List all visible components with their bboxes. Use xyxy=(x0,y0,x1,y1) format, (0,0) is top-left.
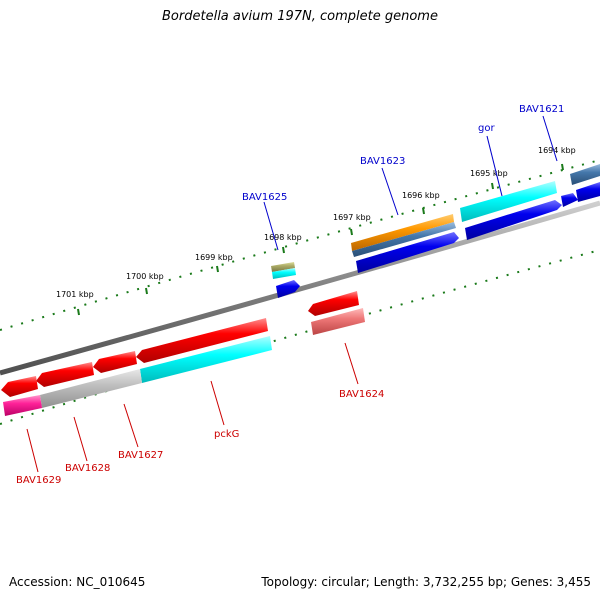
gene-label-gor: gor xyxy=(478,123,495,134)
feature-pink xyxy=(3,395,42,416)
feature-cyan xyxy=(272,268,296,279)
tick-label: 1699 kbp xyxy=(195,253,233,262)
feature-cds-reverse xyxy=(308,291,359,316)
feature-cyan xyxy=(460,181,557,222)
tick-label: 1700 kbp xyxy=(126,272,164,281)
feature-steelblue xyxy=(570,164,600,185)
gene-label-BAV1627: BAV1627 xyxy=(118,450,163,461)
outer-tick-ring xyxy=(0,159,600,331)
feature-cds-forward xyxy=(576,182,600,202)
feature-salmon xyxy=(311,308,365,335)
gene-label-BAV1629: BAV1629 xyxy=(16,475,61,486)
accession-text: Accession: NC_010645 xyxy=(9,575,146,589)
feature-olive xyxy=(271,262,295,272)
feature-cds-forward xyxy=(356,232,459,273)
major-ticks xyxy=(77,163,564,316)
feature-grey xyxy=(40,369,142,408)
tick-label: 1697 kbp xyxy=(333,213,371,222)
feature-cyan xyxy=(140,336,272,383)
gene-label-BAV1625: BAV1625 xyxy=(242,192,287,203)
tick-label: 1696 kbp xyxy=(402,191,440,200)
gene-label-pckG: pckG xyxy=(214,429,239,440)
feature-orange xyxy=(351,214,454,251)
feature-cds-reverse xyxy=(136,318,268,363)
feature-cds-reverse xyxy=(36,362,94,387)
feature-cds-forward xyxy=(465,200,562,240)
gene-label-BAV1623: BAV1623 xyxy=(360,156,405,167)
inner-tick-ring xyxy=(0,249,600,425)
forward-gene-labels: BAV1621 gor BAV1623 BAV1625 xyxy=(242,104,564,251)
tick-label: 1701 kbp xyxy=(56,290,94,299)
gene-label-BAV1621: BAV1621 xyxy=(519,104,564,115)
gene-label-BAV1624: BAV1624 xyxy=(339,389,384,400)
feature-cds-reverse xyxy=(93,351,137,373)
reverse-gene-labels: BAV1624 pckG BAV1627 BAV1628 BAV1629 xyxy=(16,342,384,486)
topology-text: Topology: circular; Length: 3,732,255 bp… xyxy=(261,575,591,589)
forward-strand-features xyxy=(271,164,600,298)
reverse-strand-features xyxy=(1,291,365,416)
tick-label: 1695 kbp xyxy=(470,169,508,178)
genome-backbone xyxy=(0,200,600,376)
feature-cds-reverse xyxy=(1,376,38,397)
map-title: Bordetella avium 197N, complete genome xyxy=(162,9,438,24)
gene-label-BAV1628: BAV1628 xyxy=(65,463,110,474)
tick-label: 1698 kbp xyxy=(264,233,302,242)
feature-cds-forward xyxy=(276,280,300,298)
feature-cds-forward xyxy=(561,193,578,207)
tick-label: 1694 kbp xyxy=(538,146,576,155)
feature-steelblue xyxy=(352,222,456,257)
